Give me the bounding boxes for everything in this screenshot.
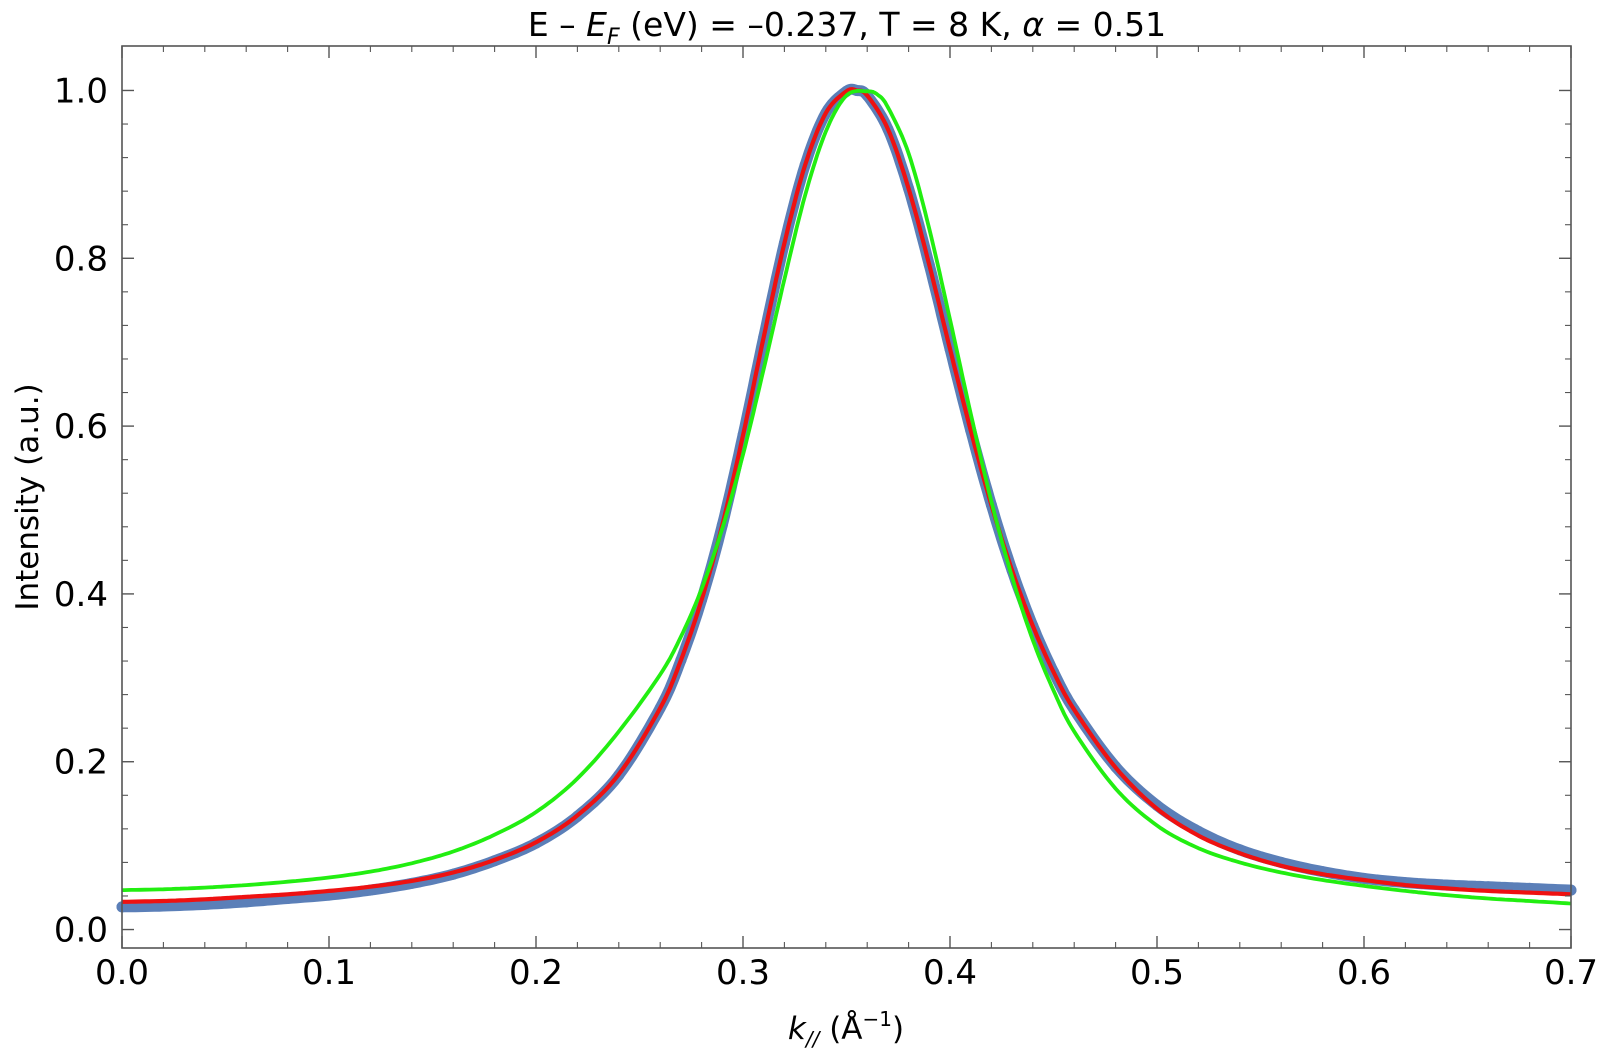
title-mid: (eV) = –0.237, T = 8 K, [620, 5, 1023, 44]
data-layer [116, 83, 1577, 913]
plot-frame [121, 45, 1572, 949]
series-line-1 [121, 87, 1572, 904]
title-prefix: E – [528, 5, 586, 44]
data-point [157, 900, 169, 912]
y-tick-label: 0.4 [54, 575, 108, 615]
x-tick-label: 0.3 [716, 953, 770, 993]
ticks-layer: 0.0 0.1 0.2 0.3 0.4 0.5 0.6 0.7 0.0 0.2 0.4 0.6 0.8 1… [54, 46, 1598, 993]
x-tick-label: 0.1 [302, 953, 356, 993]
x-tick-label: 0.6 [1337, 953, 1391, 993]
chart-title: E – EF (eV) = –0.237, T = 8 K, α = 0.51 [528, 5, 1166, 50]
series-points [116, 83, 1577, 913]
title-ef-subscript: F [607, 25, 620, 50]
data-point [199, 898, 211, 910]
x-tick-label: 0.7 [1544, 953, 1598, 993]
series-points-band [116, 83, 1577, 913]
x-tick-label: 0.4 [923, 953, 977, 993]
x-axis-label: k// (Å−1) [788, 1007, 904, 1051]
y-tick-label: 0.2 [54, 743, 108, 783]
x-axis-unit-open: (Å [819, 1011, 862, 1047]
y-tick-label: 0.0 [54, 911, 108, 951]
x-axis-unit-close: ) [892, 1011, 904, 1047]
x-tick-label: 0.2 [509, 953, 563, 993]
y-axis-label: Intensity (a.u.) [10, 383, 46, 610]
x-tick-label: 0.0 [95, 953, 149, 993]
data-point [240, 896, 252, 908]
title-ef-symbol: E [586, 5, 607, 44]
x-tick-label: 0.5 [1130, 953, 1184, 993]
x-axis-symbol: k [788, 1011, 807, 1047]
x-axis-subscript: // [804, 1027, 822, 1051]
y-tick-label: 0.6 [54, 407, 108, 447]
title-suffix: = 0.51 [1044, 5, 1166, 44]
series-line-2 [122, 89, 1572, 906]
y-tick-label: 0.8 [54, 239, 108, 279]
title-alpha-symbol: α [1022, 5, 1044, 44]
x-axis-unit-superscript: −1 [863, 1007, 892, 1031]
y-tick-label: 1.0 [54, 71, 108, 111]
